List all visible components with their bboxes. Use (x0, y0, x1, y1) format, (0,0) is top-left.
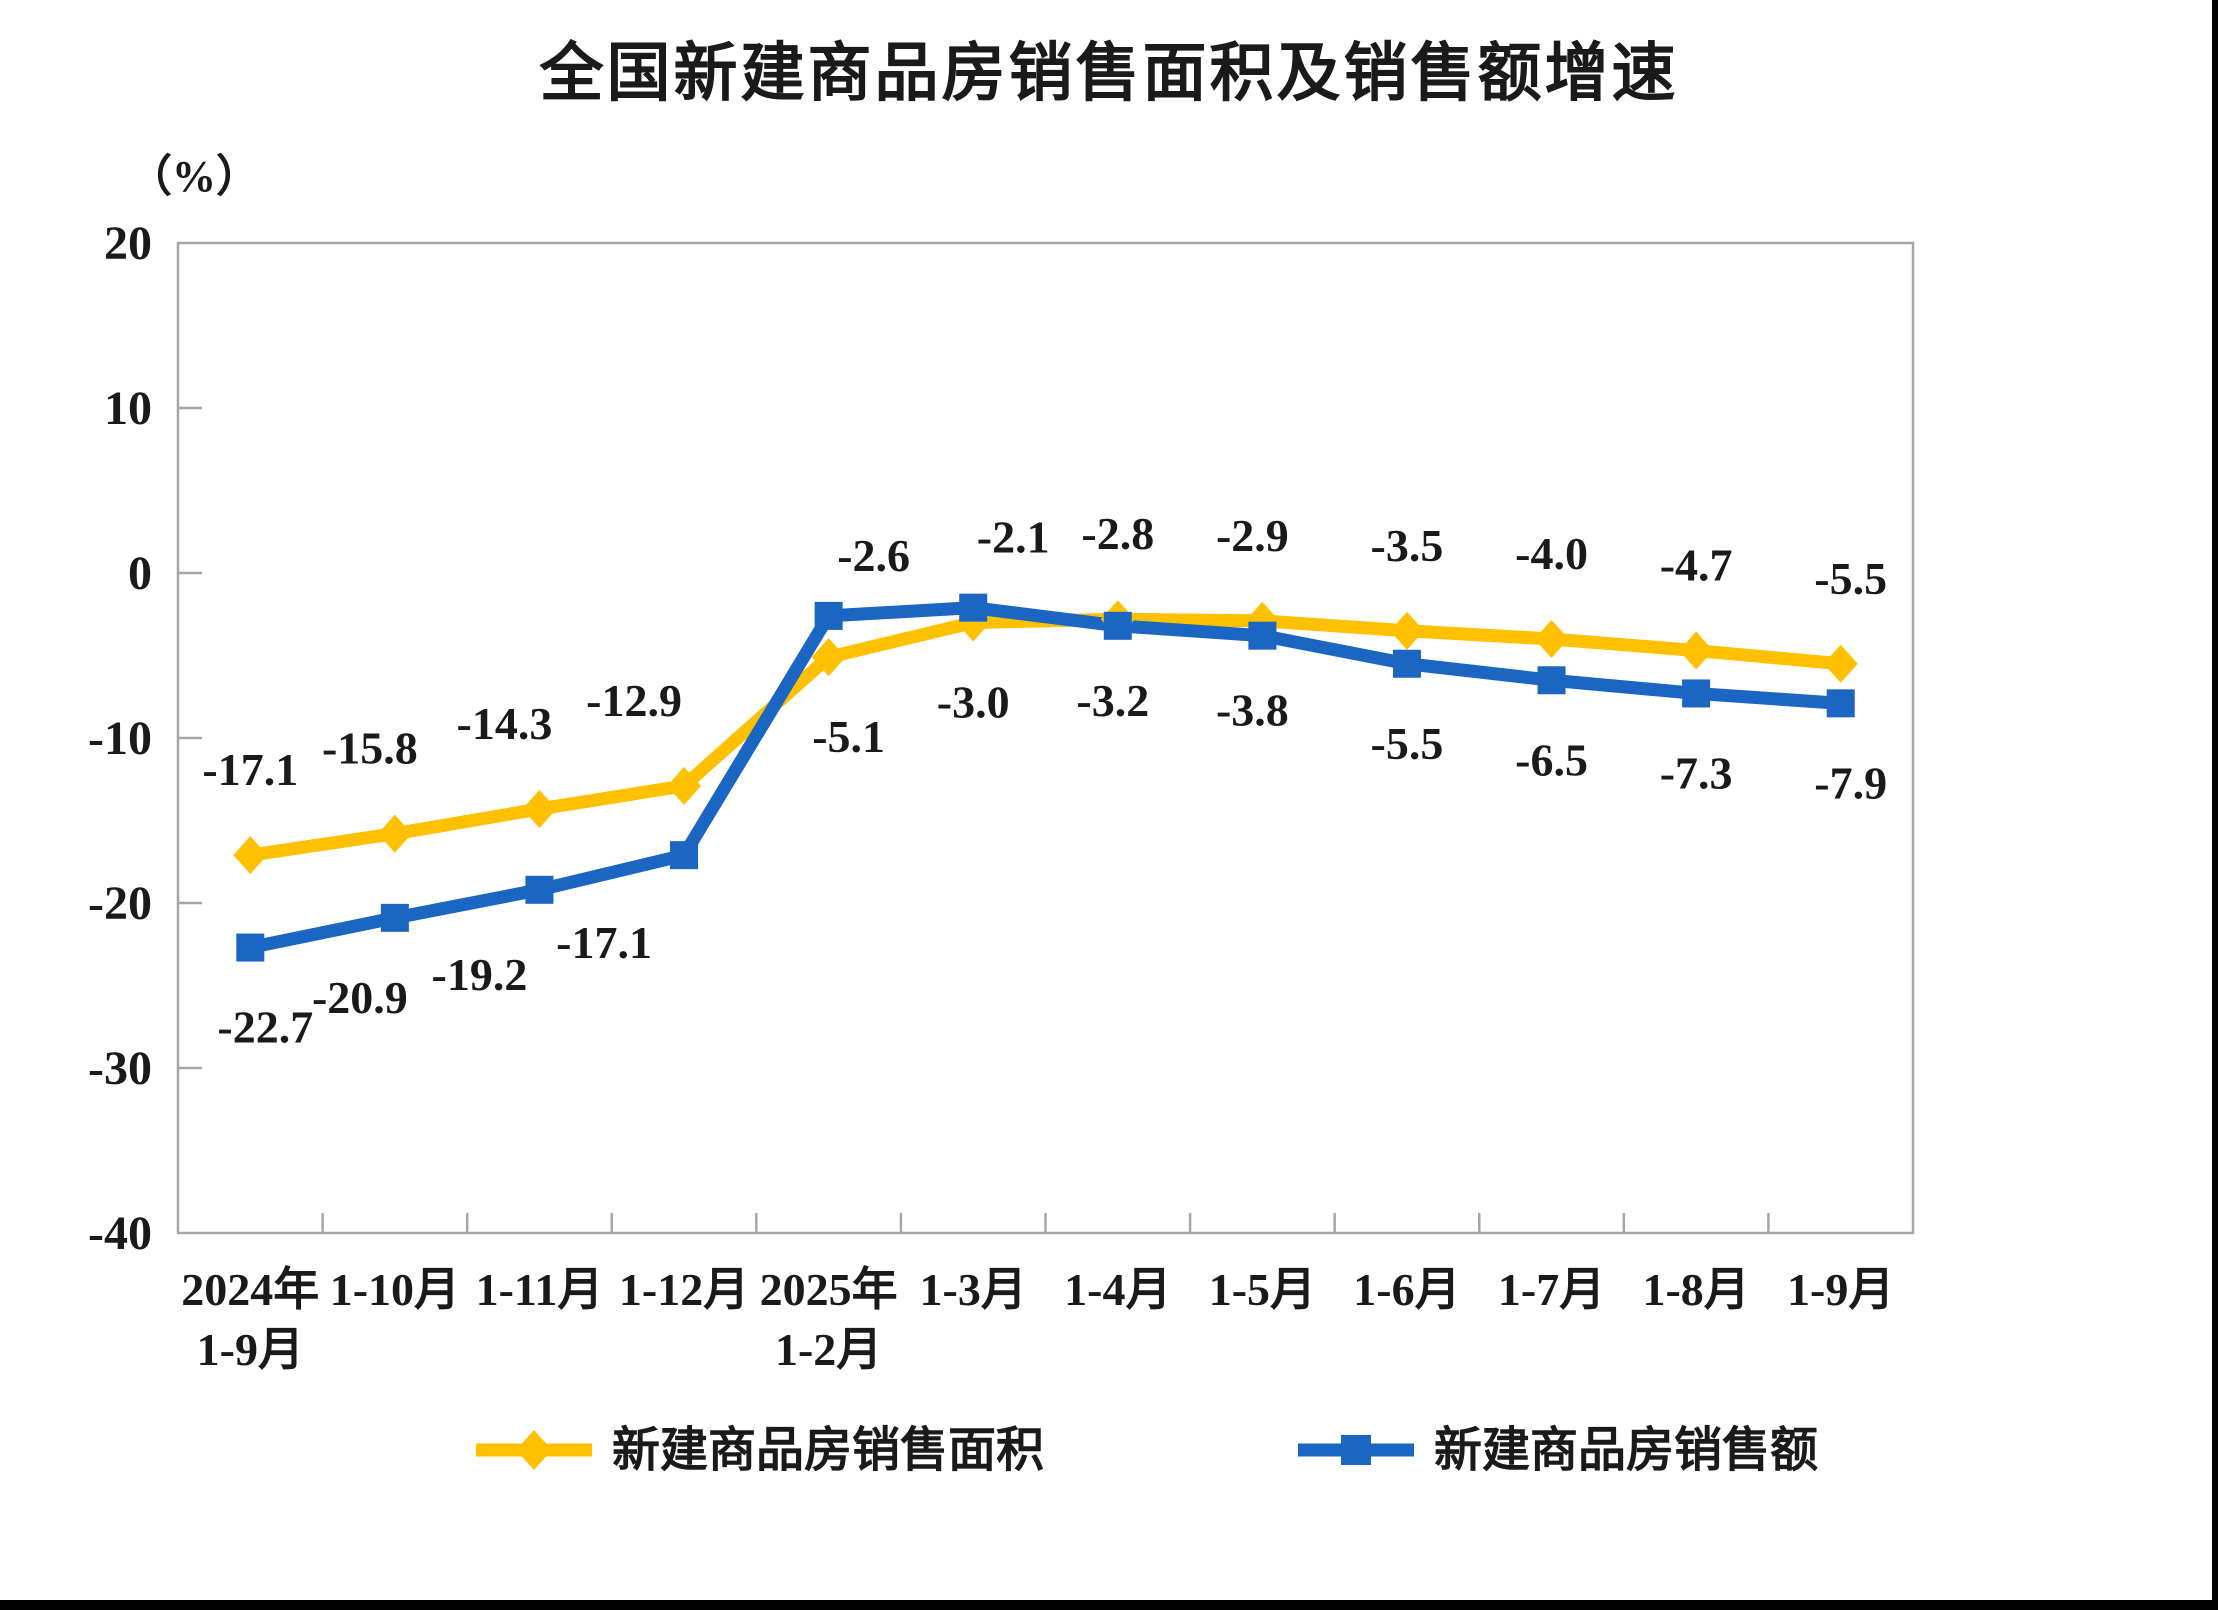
y-tick-label: -10 (88, 712, 152, 765)
data-point-marker (811, 638, 846, 677)
x-tick-label: 1-9月 (1787, 1264, 1894, 1315)
x-tick-label: 1-7月 (1498, 1264, 1605, 1315)
data-point-marker (667, 766, 702, 805)
window-edge-bottom (0, 1600, 2218, 1610)
data-label: -12.9 (586, 675, 682, 726)
data-label: -3.2 (1076, 675, 1149, 726)
data-label: -7.9 (1814, 757, 1887, 808)
data-point-marker (1534, 620, 1569, 658)
data-label: -15.8 (322, 723, 418, 774)
data-point-marker (1826, 689, 1855, 718)
data-point-marker (1103, 611, 1132, 640)
data-label: -17.1 (202, 744, 298, 795)
data-label: -5.1 (812, 711, 885, 762)
data-label: -14.3 (457, 698, 553, 749)
data-label: -4.7 (1660, 540, 1733, 591)
data-label: -22.7 (217, 1002, 313, 1053)
data-point-marker (380, 903, 409, 932)
data-point-marker (522, 789, 557, 828)
data-point-marker (1389, 611, 1424, 650)
x-tick-label: 1-4月 (1064, 1264, 1171, 1315)
data-point-marker (959, 593, 988, 622)
x-tick-label: 1-10月 (330, 1264, 460, 1315)
data-label: -3.0 (937, 677, 1010, 728)
legend-label-area: 新建商品房销售面积 (612, 1424, 1044, 1477)
y-tick-label: 20 (104, 217, 152, 270)
data-point-marker (236, 933, 265, 962)
data-label: -5.5 (1814, 553, 1887, 604)
y-tick-label: 0 (128, 547, 152, 600)
window-edge-right (2212, 0, 2218, 1610)
data-label: -2.6 (837, 530, 910, 581)
data-label: -3.5 (1371, 520, 1444, 571)
data-label: -4.0 (1515, 528, 1588, 579)
x-tick-label: 1-5月 (1209, 1264, 1316, 1315)
data-label: -2.8 (1081, 508, 1154, 559)
y-tick-label: 10 (104, 382, 152, 435)
x-tick-label: 1-3月 (920, 1264, 1027, 1315)
data-point-marker (1682, 679, 1711, 708)
series-line-1 (243, 601, 1848, 955)
data-label: -6.5 (1515, 734, 1588, 785)
data-label: -5.5 (1371, 718, 1444, 769)
y-tick-label: -30 (88, 1042, 152, 1095)
data-point-marker (1248, 621, 1277, 650)
x-tick-label: 1-8月 (1642, 1264, 1749, 1315)
x-tick-label: 1-2月 (775, 1324, 882, 1375)
data-label: -3.8 (1216, 685, 1289, 736)
x-tick-label: 1-9月 (197, 1324, 304, 1375)
data-point-marker (233, 836, 268, 875)
data-point-marker (1823, 644, 1858, 683)
data-label: -20.9 (312, 972, 408, 1023)
legend-label-value: 新建商品房销售额 (1434, 1424, 1818, 1477)
data-label: -2.9 (1216, 510, 1289, 561)
x-tick-label: 2024年 (181, 1264, 319, 1315)
data-label: -7.3 (1660, 747, 1733, 798)
data-point-marker (814, 601, 843, 630)
legend-marker-diamond (516, 1430, 552, 1470)
plot-border (176, 241, 1915, 1235)
x-tick-label: 1-6月 (1353, 1264, 1460, 1315)
y-tick-label: -40 (88, 1207, 152, 1260)
data-point-marker (1392, 649, 1421, 678)
data-label: -19.2 (432, 949, 528, 1000)
data-label: -2.1 (977, 512, 1050, 563)
data-label: -17.1 (556, 917, 652, 968)
x-tick-label: 2025年 (760, 1264, 898, 1315)
legend-marker-square (1341, 1435, 1371, 1465)
y-axis-unit-label: （%） (128, 152, 260, 201)
y-tick-label: -20 (88, 877, 152, 930)
data-point-marker (1679, 631, 1714, 670)
data-point-marker (670, 841, 699, 870)
x-tick-label: 1-12月 (619, 1264, 749, 1315)
data-point-marker (377, 814, 412, 853)
data-point-marker (525, 875, 554, 904)
chart-title: 全国新建商品房销售面积及销售额增速 (539, 38, 1679, 109)
data-point-marker (1537, 666, 1566, 695)
x-tick-label: 1-11月 (476, 1264, 604, 1315)
